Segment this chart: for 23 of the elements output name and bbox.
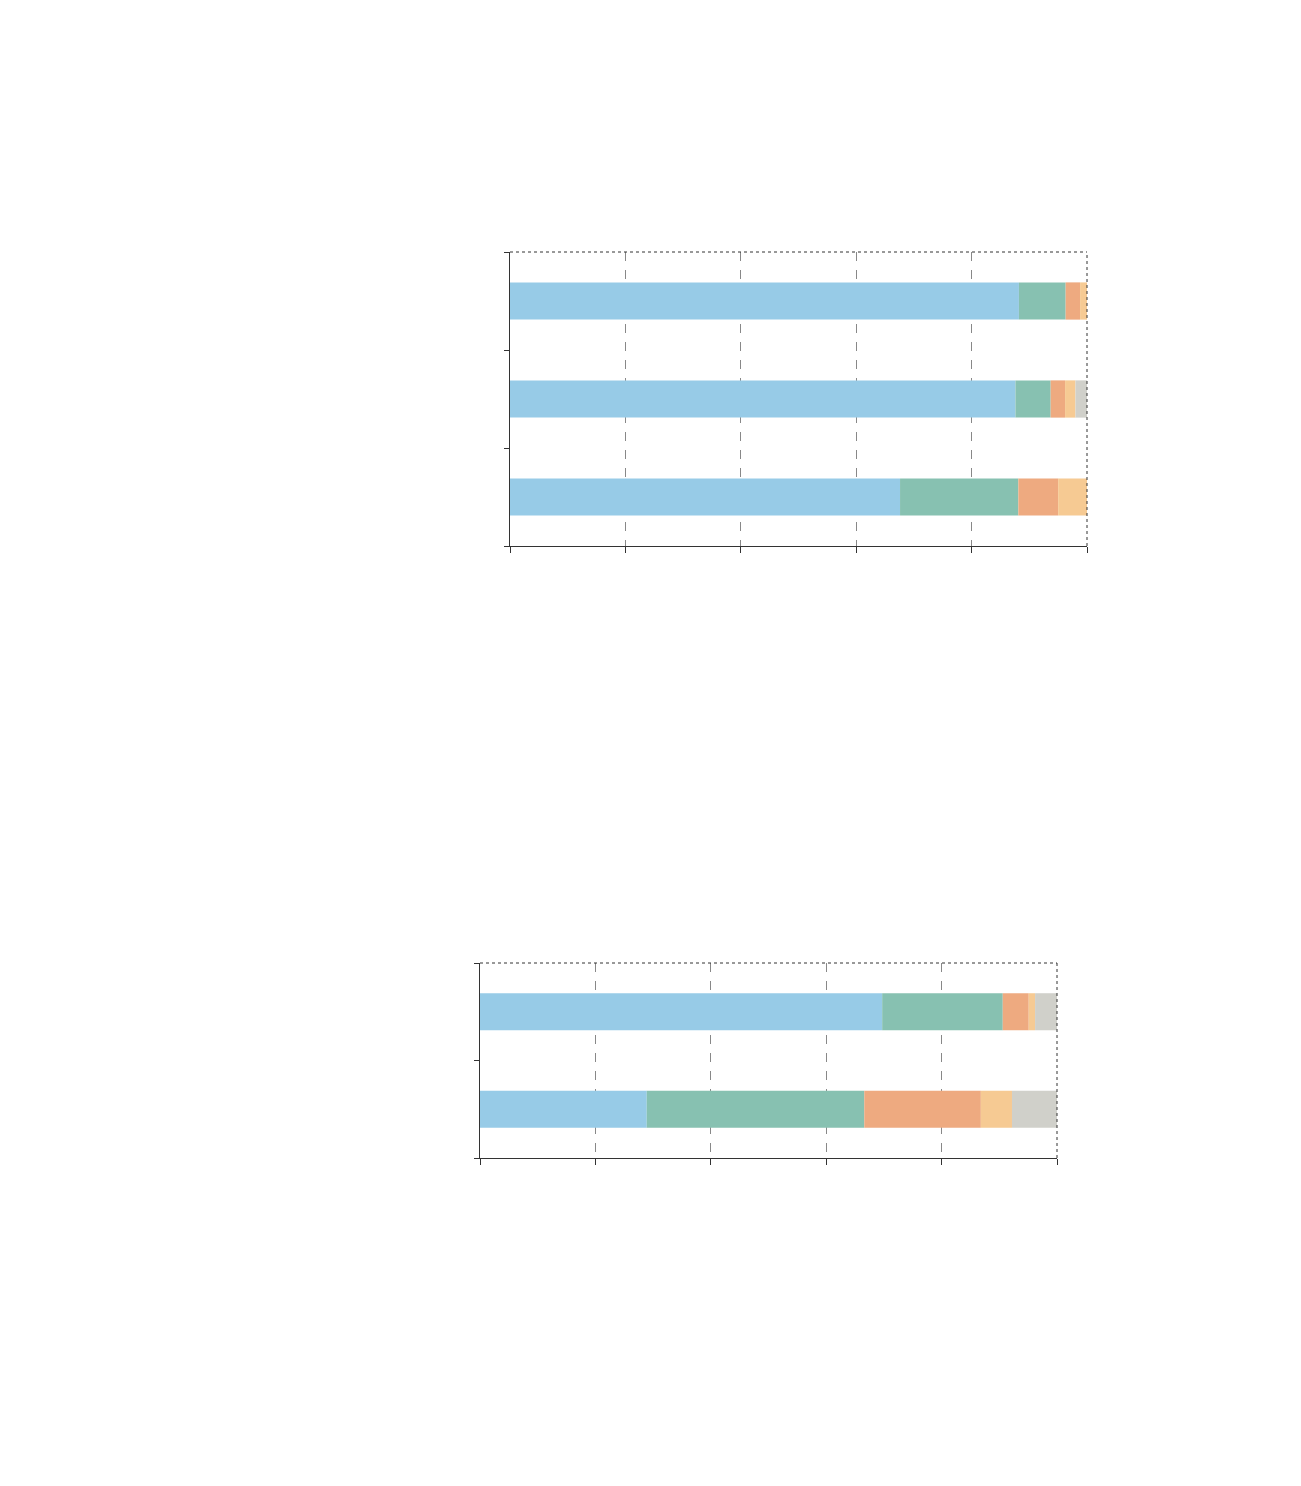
bar xyxy=(1028,993,1036,1031)
bar xyxy=(1080,282,1087,320)
bar xyxy=(510,282,1019,320)
bar xyxy=(864,1090,981,1128)
bar xyxy=(480,993,883,1031)
bar xyxy=(1002,993,1029,1031)
bar xyxy=(882,993,1003,1031)
bar xyxy=(980,1090,1012,1128)
bar xyxy=(480,1090,647,1128)
bar xyxy=(1011,1090,1057,1128)
bar xyxy=(1075,380,1087,418)
bar xyxy=(510,478,901,516)
bar xyxy=(510,380,1016,418)
bar xyxy=(1065,282,1081,320)
bar xyxy=(900,478,1019,516)
bar xyxy=(1035,993,1057,1031)
bar xyxy=(646,1090,865,1128)
bar xyxy=(1018,282,1066,320)
bar xyxy=(1050,380,1066,418)
bar xyxy=(1058,478,1087,516)
bar xyxy=(1015,380,1051,418)
bar xyxy=(1065,380,1076,418)
bar xyxy=(1018,478,1059,516)
